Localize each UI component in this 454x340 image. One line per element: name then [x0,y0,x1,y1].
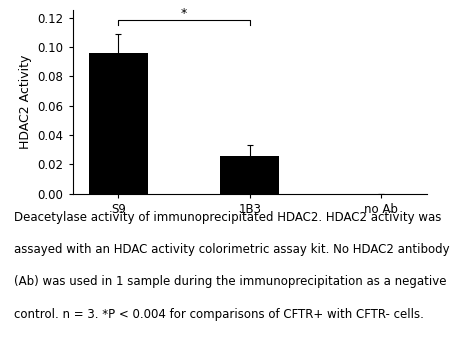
Text: control. n = 3. *P < 0.004 for comparisons of CFTR+ with CFTR- cells.: control. n = 3. *P < 0.004 for compariso… [14,308,424,321]
Text: (Ab) was used in 1 sample during the immunoprecipitation as a negative: (Ab) was used in 1 sample during the imm… [14,275,446,288]
Text: *: * [181,7,187,20]
Text: Deacetylase activity of immunoprecipitated HDAC2. HDAC2 activity was: Deacetylase activity of immunoprecipitat… [14,211,441,224]
Y-axis label: HDAC2 Activity: HDAC2 Activity [19,55,32,149]
Bar [89,53,148,194]
Bar [220,156,279,194]
Text: assayed with an HDAC activity colorimetric assay kit. No HDAC2 antibody: assayed with an HDAC activity colorimetr… [14,243,449,256]
